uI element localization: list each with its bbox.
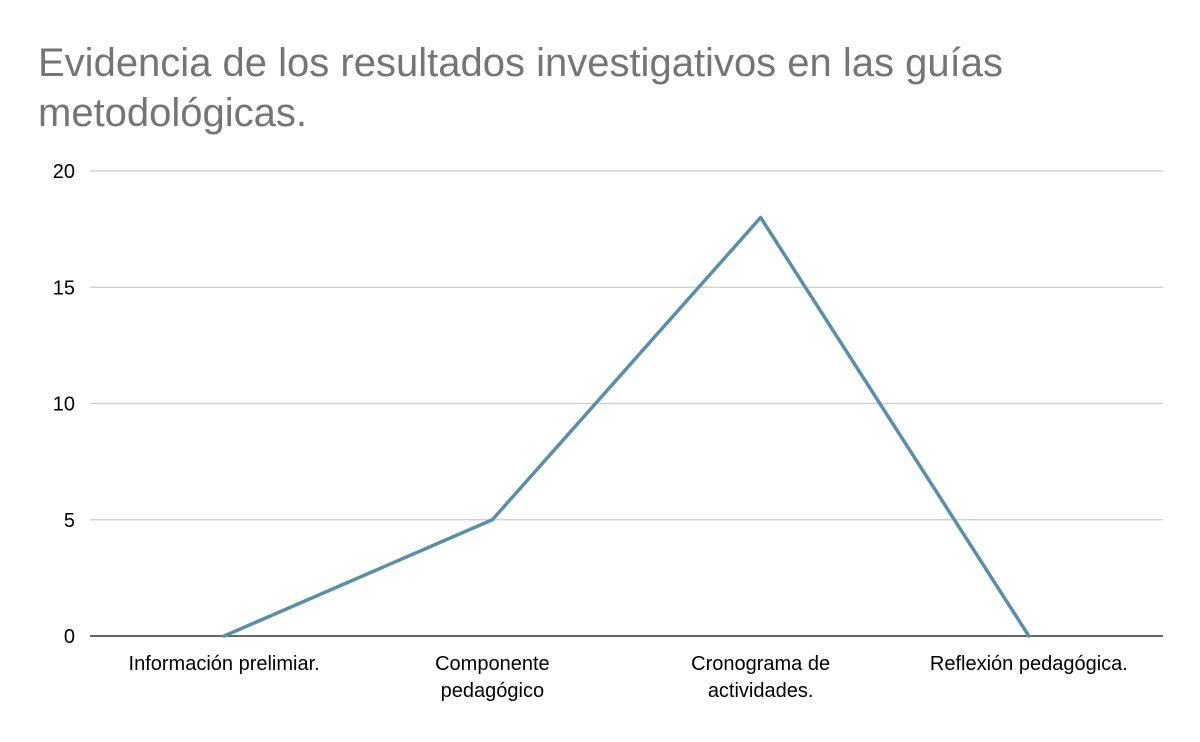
x-category-label: Componente pedagógico — [435, 653, 550, 702]
x-category-label: Reflexión pedagógica. — [930, 653, 1128, 675]
y-tick-label: 0 — [64, 626, 75, 648]
x-tick-label: Componente — [435, 653, 550, 675]
x-tick-label: pedagógico — [441, 680, 544, 702]
series-lines — [222, 215, 1031, 638]
y-tick-label: 15 — [53, 277, 75, 299]
x-tick-label: Información prelimiar. — [129, 653, 320, 675]
x-axis-categories: Información prelimiar. Componente pedagógi… — [129, 653, 1128, 702]
gridlines — [90, 170, 1163, 637]
y-axis-ticks: 0 5 10 15 20 — [53, 161, 75, 648]
y-tick-label: 10 — [53, 394, 75, 416]
series-line — [222, 215, 1031, 638]
x-tick-label: Cronograma de — [691, 653, 830, 675]
x-category-label: Cronograma de actividades. — [691, 653, 830, 702]
y-tick-label: 5 — [64, 510, 75, 532]
chart-title: Evidencia de los resultados investigativ… — [38, 41, 1003, 135]
x-tick-label: Reflexión pedagógica. — [930, 653, 1128, 675]
x-tick-label: actividades. — [708, 680, 814, 702]
y-tick-label: 20 — [53, 161, 75, 183]
x-category-label: Información prelimiar. — [129, 653, 320, 675]
